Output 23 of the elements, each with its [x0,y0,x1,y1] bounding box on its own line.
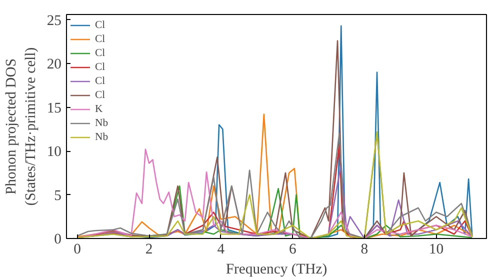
y-tick-label: 15 [46,100,62,116]
y-tick-label: 5 [54,188,62,204]
legend-label: Cl [95,74,106,88]
y-tick-label: 25 [46,12,62,29]
x-tick-label: 0 [74,242,81,258]
legend-label: Cl [95,88,106,102]
legend-label: Cl [95,60,106,74]
x-tick-label: 8 [360,242,368,258]
x-tick-label: 4 [217,242,226,258]
y-tick-label: 20 [46,56,62,72]
legend-label: Cl [95,18,106,32]
legend-label: Nb [95,116,110,130]
legend-label: Nb [95,130,110,144]
legend-label: Cl [95,46,106,60]
x-tick-label: 10 [428,242,444,258]
legend-label: K [95,102,104,116]
x-tick-label: 6 [288,242,296,258]
y-axis-title: Phonon projected DOS (States/THz·primitive cell) [4,47,39,206]
y-tick-label: 10 [46,144,62,160]
legend-label: Cl [95,32,106,46]
y-tick-label: 0 [54,232,62,248]
x-tick-label: 2 [145,242,153,258]
x-axis-title: Frequency (THz) [226,262,328,278]
